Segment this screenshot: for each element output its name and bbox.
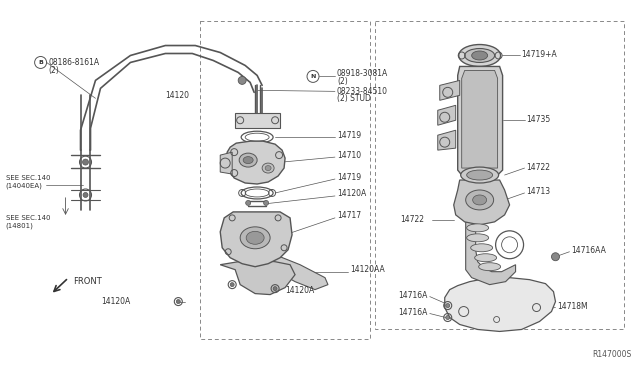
Text: FRONT: FRONT [74, 277, 102, 286]
Text: 14718M: 14718M [557, 302, 588, 311]
Polygon shape [220, 212, 292, 267]
Circle shape [83, 159, 88, 165]
Text: 14120A: 14120A [101, 297, 131, 306]
Ellipse shape [243, 157, 253, 164]
Text: 14722: 14722 [400, 215, 424, 224]
Text: 08918-3081A: 08918-3081A [337, 69, 388, 78]
Ellipse shape [473, 195, 486, 205]
Circle shape [273, 286, 277, 291]
Polygon shape [220, 260, 295, 295]
Polygon shape [458, 67, 502, 175]
Text: 14716A: 14716A [398, 291, 428, 300]
Text: 14120A: 14120A [337, 189, 366, 199]
Text: 14722: 14722 [527, 163, 550, 171]
Ellipse shape [466, 190, 493, 210]
Circle shape [246, 201, 251, 205]
Polygon shape [235, 113, 280, 128]
Bar [375, 20, 625, 330]
Text: 08186-8161A: 08186-8161A [49, 58, 100, 67]
Circle shape [264, 201, 269, 205]
Circle shape [83, 192, 88, 198]
Text: 14120: 14120 [165, 91, 189, 100]
Ellipse shape [246, 231, 264, 244]
Polygon shape [226, 141, 285, 184]
Ellipse shape [240, 227, 270, 249]
Ellipse shape [265, 166, 271, 170]
Circle shape [238, 76, 246, 84]
Text: R147000S: R147000S [592, 350, 631, 359]
Circle shape [445, 315, 450, 320]
Text: 14719+A: 14719+A [522, 50, 557, 59]
Ellipse shape [472, 51, 488, 60]
Text: SEE SEC.140: SEE SEC.140 [6, 215, 50, 221]
Text: 14710: 14710 [337, 151, 361, 160]
Text: 14735: 14735 [527, 115, 551, 124]
Circle shape [445, 304, 450, 308]
Ellipse shape [470, 244, 493, 252]
Circle shape [230, 283, 234, 286]
Polygon shape [220, 152, 232, 174]
Ellipse shape [465, 48, 495, 62]
Polygon shape [268, 255, 328, 290]
Text: 14719: 14719 [337, 131, 361, 140]
Polygon shape [438, 130, 456, 150]
Text: (14801): (14801) [6, 222, 33, 229]
Ellipse shape [239, 153, 257, 167]
Text: 08233-84510: 08233-84510 [337, 87, 388, 96]
Ellipse shape [467, 224, 488, 232]
Ellipse shape [479, 263, 500, 271]
Text: B: B [38, 60, 43, 65]
Polygon shape [466, 222, 516, 285]
Text: (2): (2) [49, 66, 60, 75]
Bar [200, 20, 370, 339]
Text: 14120AA: 14120AA [350, 265, 385, 274]
Ellipse shape [467, 170, 493, 180]
Polygon shape [461, 70, 498, 168]
Text: 14120A: 14120A [285, 286, 314, 295]
Text: N: N [310, 74, 316, 79]
Circle shape [176, 299, 180, 304]
Polygon shape [454, 180, 509, 225]
Text: 14716AA: 14716AA [572, 246, 606, 255]
Text: (2): (2) [337, 77, 348, 86]
Text: (2) STUD: (2) STUD [337, 94, 371, 103]
Text: 14713: 14713 [527, 187, 550, 196]
Ellipse shape [461, 167, 499, 183]
Text: 14719: 14719 [337, 173, 361, 182]
Ellipse shape [475, 254, 497, 262]
Polygon shape [438, 105, 456, 125]
Circle shape [552, 253, 559, 261]
Text: 14717: 14717 [337, 211, 361, 220]
Ellipse shape [459, 45, 500, 67]
Polygon shape [440, 80, 460, 100]
Text: (14040EA): (14040EA) [6, 183, 42, 189]
Text: SEE SEC.140: SEE SEC.140 [6, 175, 50, 181]
Ellipse shape [262, 163, 274, 173]
Ellipse shape [467, 234, 488, 242]
Polygon shape [445, 278, 556, 331]
Text: 14716A: 14716A [398, 308, 428, 317]
